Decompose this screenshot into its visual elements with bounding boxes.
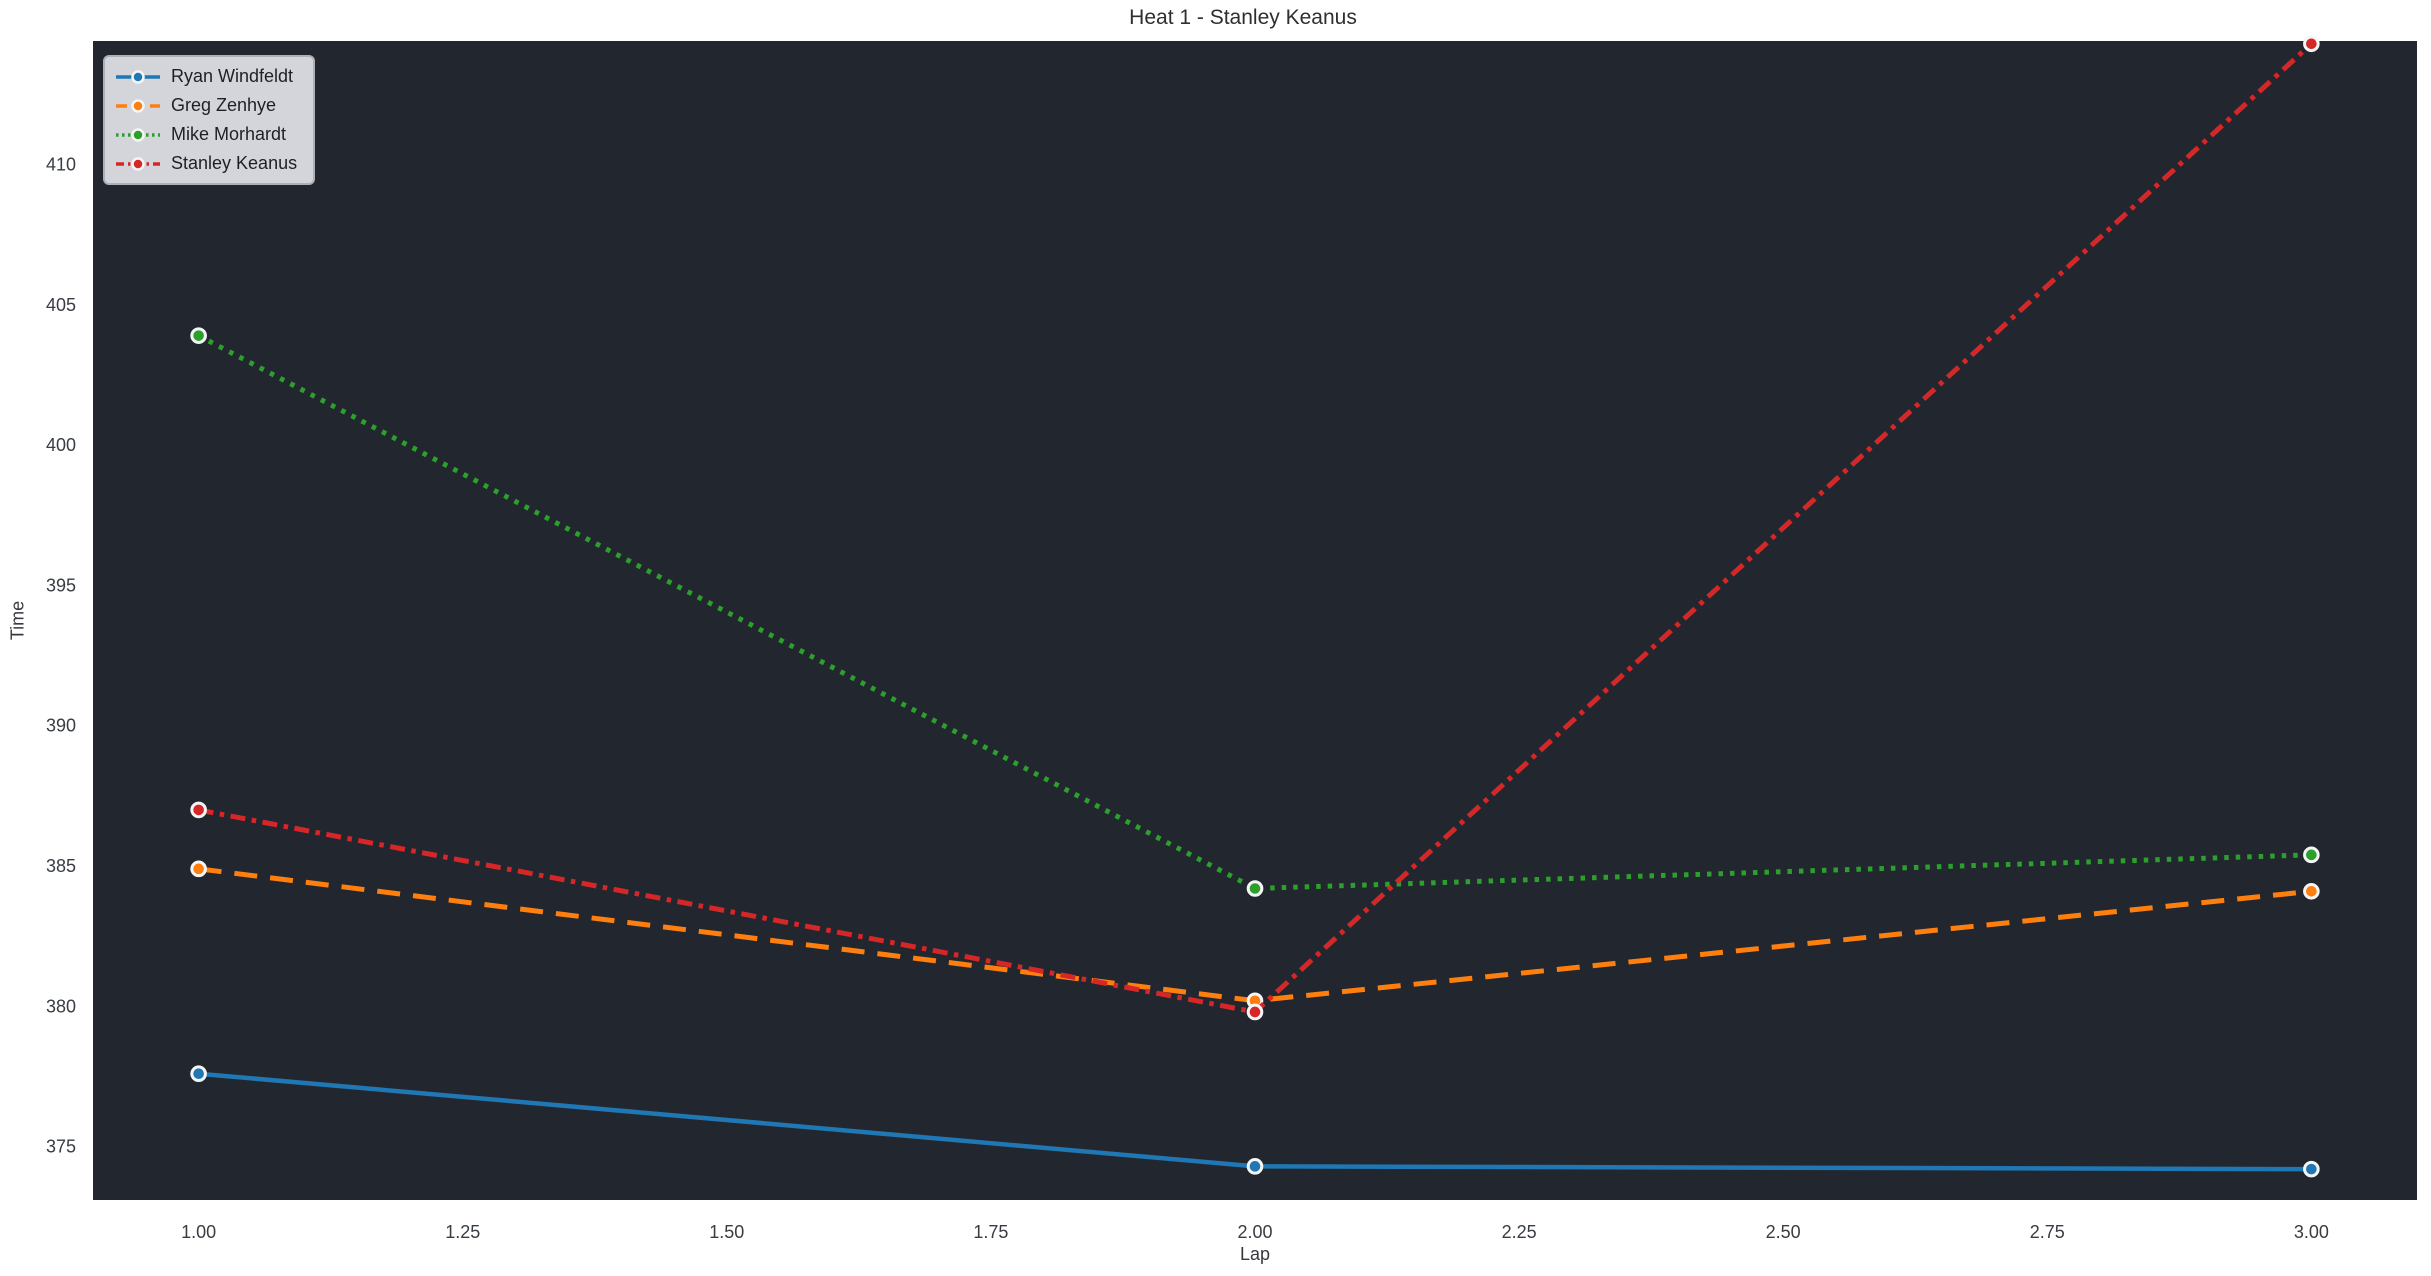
legend: Ryan Windfeldt Greg Zenhye Mike Morhardt St… <box>103 55 316 185</box>
y-tick-label: 400 <box>46 435 76 455</box>
legend-item-ryan-windfeldt: Ryan Windfeldt <box>115 63 297 90</box>
legend-line-sample <box>116 98 160 113</box>
data-point-stanley-keanus <box>1246 1003 1264 1021</box>
legend-label: Stanley Keanus <box>171 153 298 173</box>
legend-label: Greg Zenhye <box>171 95 277 115</box>
data-point-greg-zenhye <box>2303 883 2320 900</box>
legend-item-greg-zenhye: Greg Zenhye <box>115 92 297 119</box>
x-tick-label: 1.25 <box>445 1222 480 1242</box>
data-point-ryan-windfeldt <box>2303 1160 2320 1178</box>
legend-item-stanley-keanus: Stanley Keanus <box>115 150 297 177</box>
data-point-stanley-keanus <box>2303 35 2320 53</box>
x-tick-label: 1.00 <box>181 1222 216 1242</box>
y-tick-label: 390 <box>46 716 76 736</box>
legend-line-sample <box>116 127 160 142</box>
plot-area <box>93 41 2417 1200</box>
x-tick-label: 1.75 <box>973 1222 1008 1242</box>
x-tick-label: 2.50 <box>1766 1222 1801 1242</box>
data-point-mike-morhardt <box>1246 880 1264 897</box>
y-tick-label: 395 <box>46 575 76 595</box>
y-tick-label: 385 <box>46 856 76 876</box>
y-tick-label: 410 <box>46 154 76 174</box>
data-point-ryan-windfeldt <box>190 1065 207 1083</box>
x-tick-label: 2.00 <box>1237 1222 1272 1242</box>
x-tick-label: 1.50 <box>709 1222 744 1242</box>
legend-item-mike-morhardt: Mike Morhardt <box>115 121 297 148</box>
data-point-mike-morhardt <box>2303 846 2320 864</box>
legend-label: Mike Morhardt <box>171 124 287 144</box>
legend-line-sample <box>116 156 160 171</box>
x-tick-label: 2.25 <box>1502 1222 1537 1242</box>
data-point-ryan-windfeldt <box>1246 1158 1264 1175</box>
x-axis-label: Lap <box>1239 1244 1271 1264</box>
data-point-mike-morhardt <box>190 327 207 344</box>
y-tick-label: 375 <box>46 1137 76 1157</box>
y-tick-label: 405 <box>46 295 76 315</box>
x-tick-label: 3.00 <box>2294 1222 2329 1242</box>
data-point-stanley-keanus <box>190 801 207 819</box>
y-tick-label: 380 <box>46 996 76 1016</box>
chart-title: Heat 1 - Stanley Keanus <box>1129 6 1357 29</box>
y-axis-label: Time <box>7 600 28 641</box>
legend-label: Ryan Windfeldt <box>171 66 294 86</box>
x-tick-label: 2.75 <box>2030 1222 2065 1242</box>
legend-line-sample <box>116 69 160 84</box>
data-point-greg-zenhye <box>190 860 207 878</box>
